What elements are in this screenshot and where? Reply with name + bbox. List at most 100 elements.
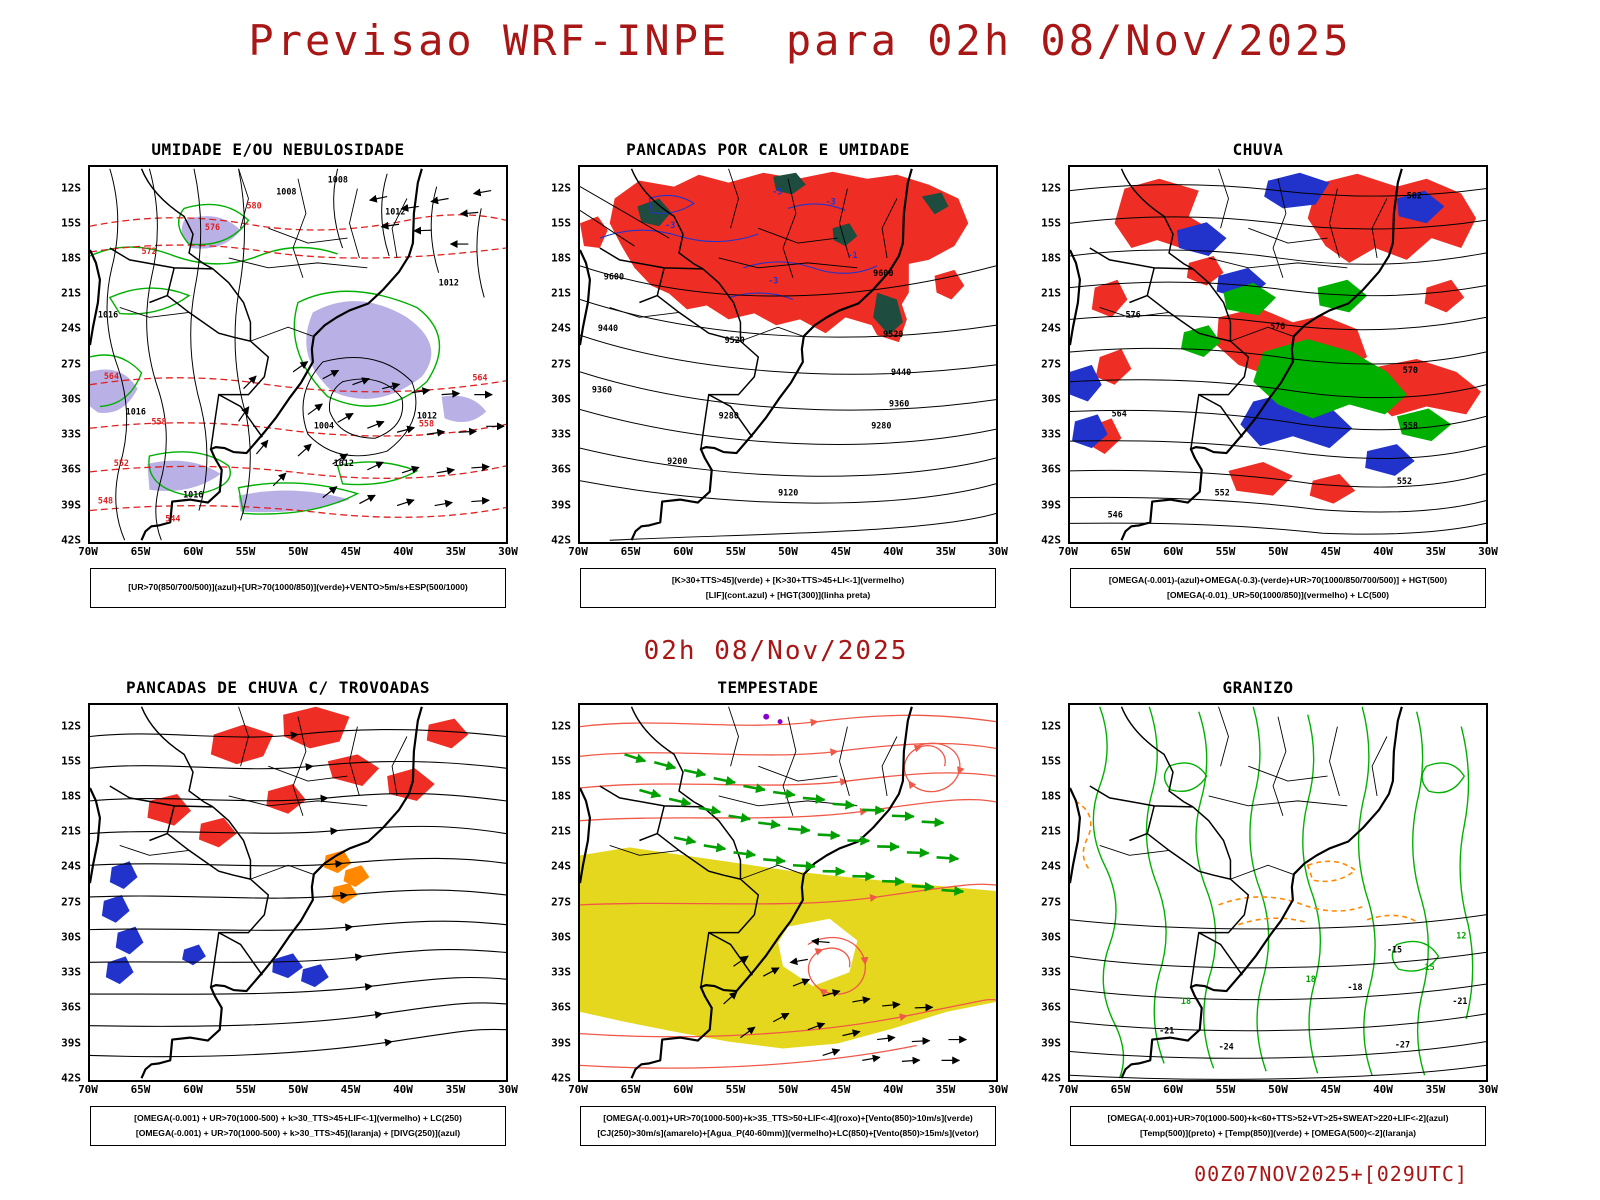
contour-label: 558	[419, 418, 434, 428]
lon-axis: 70W 65W 60W 55W 50W 45W 40W 35W 30W	[568, 1082, 1008, 1097]
lon-tick-30W: 30W	[498, 1083, 518, 1096]
lon-tick-60W: 60W	[673, 545, 693, 558]
lat-axis: 12S 15S 18S 21S 24S 27S 30S 33S 36S 39S 42S	[538, 165, 574, 547]
panel-chuva: CHUVA 12S 15S 18S 21S 24S 27S 30S 33S 36S 39S 42S	[1028, 140, 1498, 609]
panel-title: CHUVA	[1232, 140, 1284, 159]
lon-tick-65W: 65W	[130, 1083, 151, 1096]
lat-axis: 12S 15S 18S 21S 24S 27S 30S 33S 36S 39S 42S	[1028, 165, 1064, 547]
legend-box: [OMEGA(-0.001)+UR>70(1000-500)+k>35_TTS>…	[580, 1106, 996, 1147]
lat-tick-39S: 39S	[551, 1036, 571, 1050]
lon-tick-30W: 30W	[988, 545, 1008, 558]
contour-label: 9280	[871, 420, 891, 430]
legend-line: [OMEGA(-0.001) + UR>70(1000-500) + k>30_…	[135, 1128, 461, 1139]
lon-tick-45W: 45W	[830, 1083, 851, 1096]
legend-box: [UR>70(850/700/500)](azul)+[UR>70(1000/8…	[90, 568, 506, 608]
contour-label: 576	[205, 222, 220, 232]
thickness-contours-red-dashed	[90, 214, 506, 518]
lat-tick-21S: 21S	[551, 286, 571, 300]
panel-title: TEMPESTADE	[717, 678, 819, 697]
contour-label: 9200	[667, 456, 687, 466]
lon-tick-30W: 30W	[498, 545, 518, 558]
contour-label: 9360	[889, 399, 909, 409]
lon-tick-70W: 70W	[1058, 545, 1078, 558]
lat-tick-15S: 15S	[1041, 216, 1061, 230]
lon-tick-55W: 55W	[725, 1083, 746, 1096]
lat-tick-30S: 30S	[61, 392, 81, 406]
map-frame: -15 -18 -21 -24 -27 -21 15 18 12 18	[1068, 703, 1488, 1082]
contour-label: -21	[1159, 1026, 1174, 1036]
lon-tick-40W: 40W	[393, 545, 413, 558]
lon-tick-65W: 65W	[620, 1083, 641, 1096]
lon-tick-50W: 50W	[288, 545, 308, 558]
legend-line: [Temp(500)](preto) + [Temp(850)](verde) …	[1140, 1128, 1416, 1139]
lon-tick-65W: 65W	[620, 545, 641, 558]
lat-axis: 12S 15S 18S 21S 24S 27S 30S 33S 36S 39S 42S	[48, 165, 84, 547]
lat-tick-27S: 27S	[551, 895, 571, 909]
lat-tick-42S: 42S	[551, 1071, 571, 1085]
lat-tick-15S: 15S	[61, 754, 81, 768]
contour-label: 9440	[598, 323, 618, 333]
legend-box: [OMEGA(-0.001)-(azul)+OMEGA(-0.3)-(verde…	[1070, 568, 1486, 609]
lat-axis: 12S 15S 18S 21S 24S 27S 30S 33S 36S 39S 42S	[1028, 703, 1064, 1085]
lat-tick-21S: 21S	[1041, 824, 1061, 838]
lat-tick-18S: 18S	[551, 251, 571, 265]
contour-label: -27	[1395, 1040, 1410, 1050]
contour-label: 1008	[276, 187, 296, 197]
contour-label: 9600	[873, 268, 893, 278]
lat-tick-24S: 24S	[551, 321, 571, 335]
contour-label: 544	[165, 513, 180, 523]
contour-label: 9600	[604, 272, 624, 282]
lon-tick-40W: 40W	[883, 545, 903, 558]
contour-labels: -15 -18 -21 -24 -27 -21 15 18 12 18	[1159, 931, 1467, 1052]
contour-labels: 1008 1008 1012 1012 1012 1012 1016 1016 1016 1004…	[98, 175, 488, 524]
lon-tick-30W: 30W	[988, 1083, 1008, 1096]
panel-title: UMIDADE E/OU NEBULOSIDADE	[151, 140, 405, 159]
map-umidade-nebulosidade: 1008 1008 1012 1012 1012 1012 1016 1016 1016 1004…	[90, 167, 506, 542]
pressure-contours-black	[106, 168, 485, 541]
contour-label: 9360	[592, 385, 612, 395]
streamlines-lc850-red	[580, 714, 996, 1069]
legend-line: [OMEGA(-0.001) + UR>70(1000-500) + k>30_…	[134, 1113, 462, 1123]
map-frame: 582 576 576 570 564 558 552 546 552	[1068, 165, 1488, 544]
storm-shading-purple	[763, 713, 783, 725]
lat-tick-33S: 33S	[551, 427, 571, 441]
lon-tick-60W: 60W	[183, 1083, 203, 1096]
lon-tick-50W: 50W	[778, 545, 798, 558]
legend-box: [OMEGA(-0.001)+UR>70(1000-500)+k<60+TTS>…	[1070, 1106, 1486, 1147]
lon-tick-40W: 40W	[883, 1083, 903, 1096]
page-title: Previsao WRF-INPE para 02h 08/Nov/2025	[248, 16, 1352, 65]
lat-tick-36S: 36S	[61, 462, 81, 476]
lat-tick-24S: 24S	[61, 859, 81, 873]
lon-tick-70W: 70W	[568, 1083, 588, 1096]
panel-title: PANCADAS POR CALOR E UMIDADE	[626, 140, 910, 159]
legend-line: [LIF](cont.azul) + [HGT(300)](linha pret…	[705, 590, 871, 601]
lat-tick-39S: 39S	[61, 498, 81, 512]
contour-label: 564	[104, 371, 119, 381]
lon-tick-40W: 40W	[1373, 1083, 1393, 1096]
legend-line: [UR>70(850/700/500)](azul)+[UR>70(1000/8…	[128, 582, 468, 593]
panel-granizo: GRANIZO 12S 15S 18S 21S 24S 27S 30S 33S 36S 39S 42…	[1028, 678, 1498, 1147]
lon-tick-45W: 45W	[830, 545, 851, 558]
lat-tick-36S: 36S	[1041, 462, 1061, 476]
map-frame	[88, 703, 508, 1082]
lat-tick-36S: 36S	[551, 1000, 571, 1014]
contour-label: 1016	[183, 490, 203, 500]
lon-tick-45W: 45W	[1320, 545, 1341, 558]
contour-label: 1016	[98, 309, 118, 319]
lat-tick-36S: 36S	[551, 462, 571, 476]
contour-label: 576	[1125, 309, 1140, 319]
lon-tick-45W: 45W	[340, 545, 361, 558]
legend-box: [OMEGA(-0.001) + UR>70(1000-500) + k>30_…	[90, 1106, 506, 1147]
contour-label: 552	[1215, 488, 1230, 498]
lat-tick-18S: 18S	[551, 789, 571, 803]
panel-tempestade: TEMPESTADE 12S 15S 18S 21S 24S 27S 30S 33S 36S 39…	[538, 678, 1008, 1147]
lat-tick-18S: 18S	[61, 789, 81, 803]
contour-label: 558	[1403, 420, 1418, 430]
lat-tick-12S: 12S	[551, 719, 571, 732]
lat-tick-39S: 39S	[61, 1036, 81, 1050]
contour-label: -3	[826, 196, 836, 206]
contour-label: 9440	[891, 367, 911, 377]
wind-arrows-black	[723, 937, 968, 1065]
contour-label: -1	[847, 250, 857, 260]
lat-tick-30S: 30S	[1041, 930, 1061, 944]
